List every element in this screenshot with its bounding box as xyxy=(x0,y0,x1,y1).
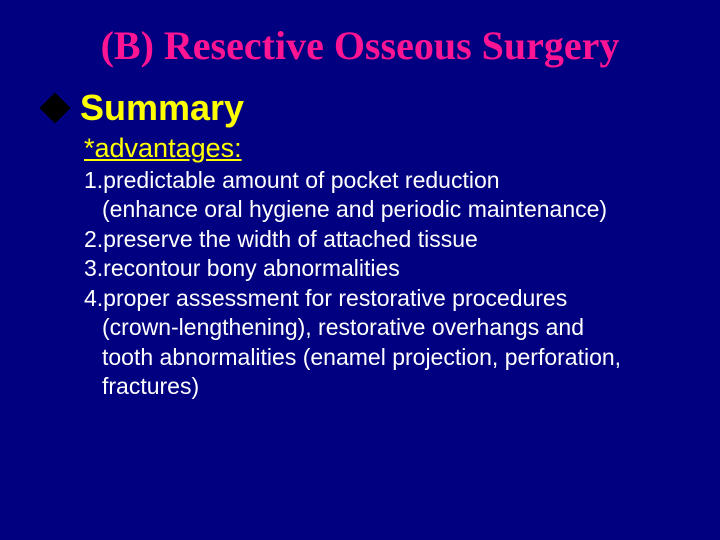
advantages-heading: *advantages: xyxy=(84,133,670,164)
list-item-continuation: (enhance oral hygiene and periodic maint… xyxy=(102,195,670,224)
advantages-list: 1.predictable amount of pocket reduction… xyxy=(84,166,670,402)
list-item-continuation: fractures) xyxy=(102,372,670,401)
list-item: 1.predictable amount of pocket reduction xyxy=(84,166,670,195)
summary-row: Summary xyxy=(44,87,670,129)
list-item-continuation: tooth abnormalities (enamel projection, … xyxy=(102,343,670,372)
list-item-continuation: (crown-lengthening), restorative overhan… xyxy=(102,313,670,342)
diamond-bullet-icon xyxy=(39,92,70,123)
summary-label: Summary xyxy=(80,87,244,129)
list-item: 2.preserve the width of attached tissue xyxy=(84,225,670,254)
list-item: 3.recontour bony abnormalities xyxy=(84,254,670,283)
list-item: 4.proper assessment for restorative proc… xyxy=(84,284,670,313)
slide-container: (B) Resective Osseous Surgery Summary *a… xyxy=(0,0,720,422)
slide-title: (B) Resective Osseous Surgery xyxy=(50,22,670,69)
